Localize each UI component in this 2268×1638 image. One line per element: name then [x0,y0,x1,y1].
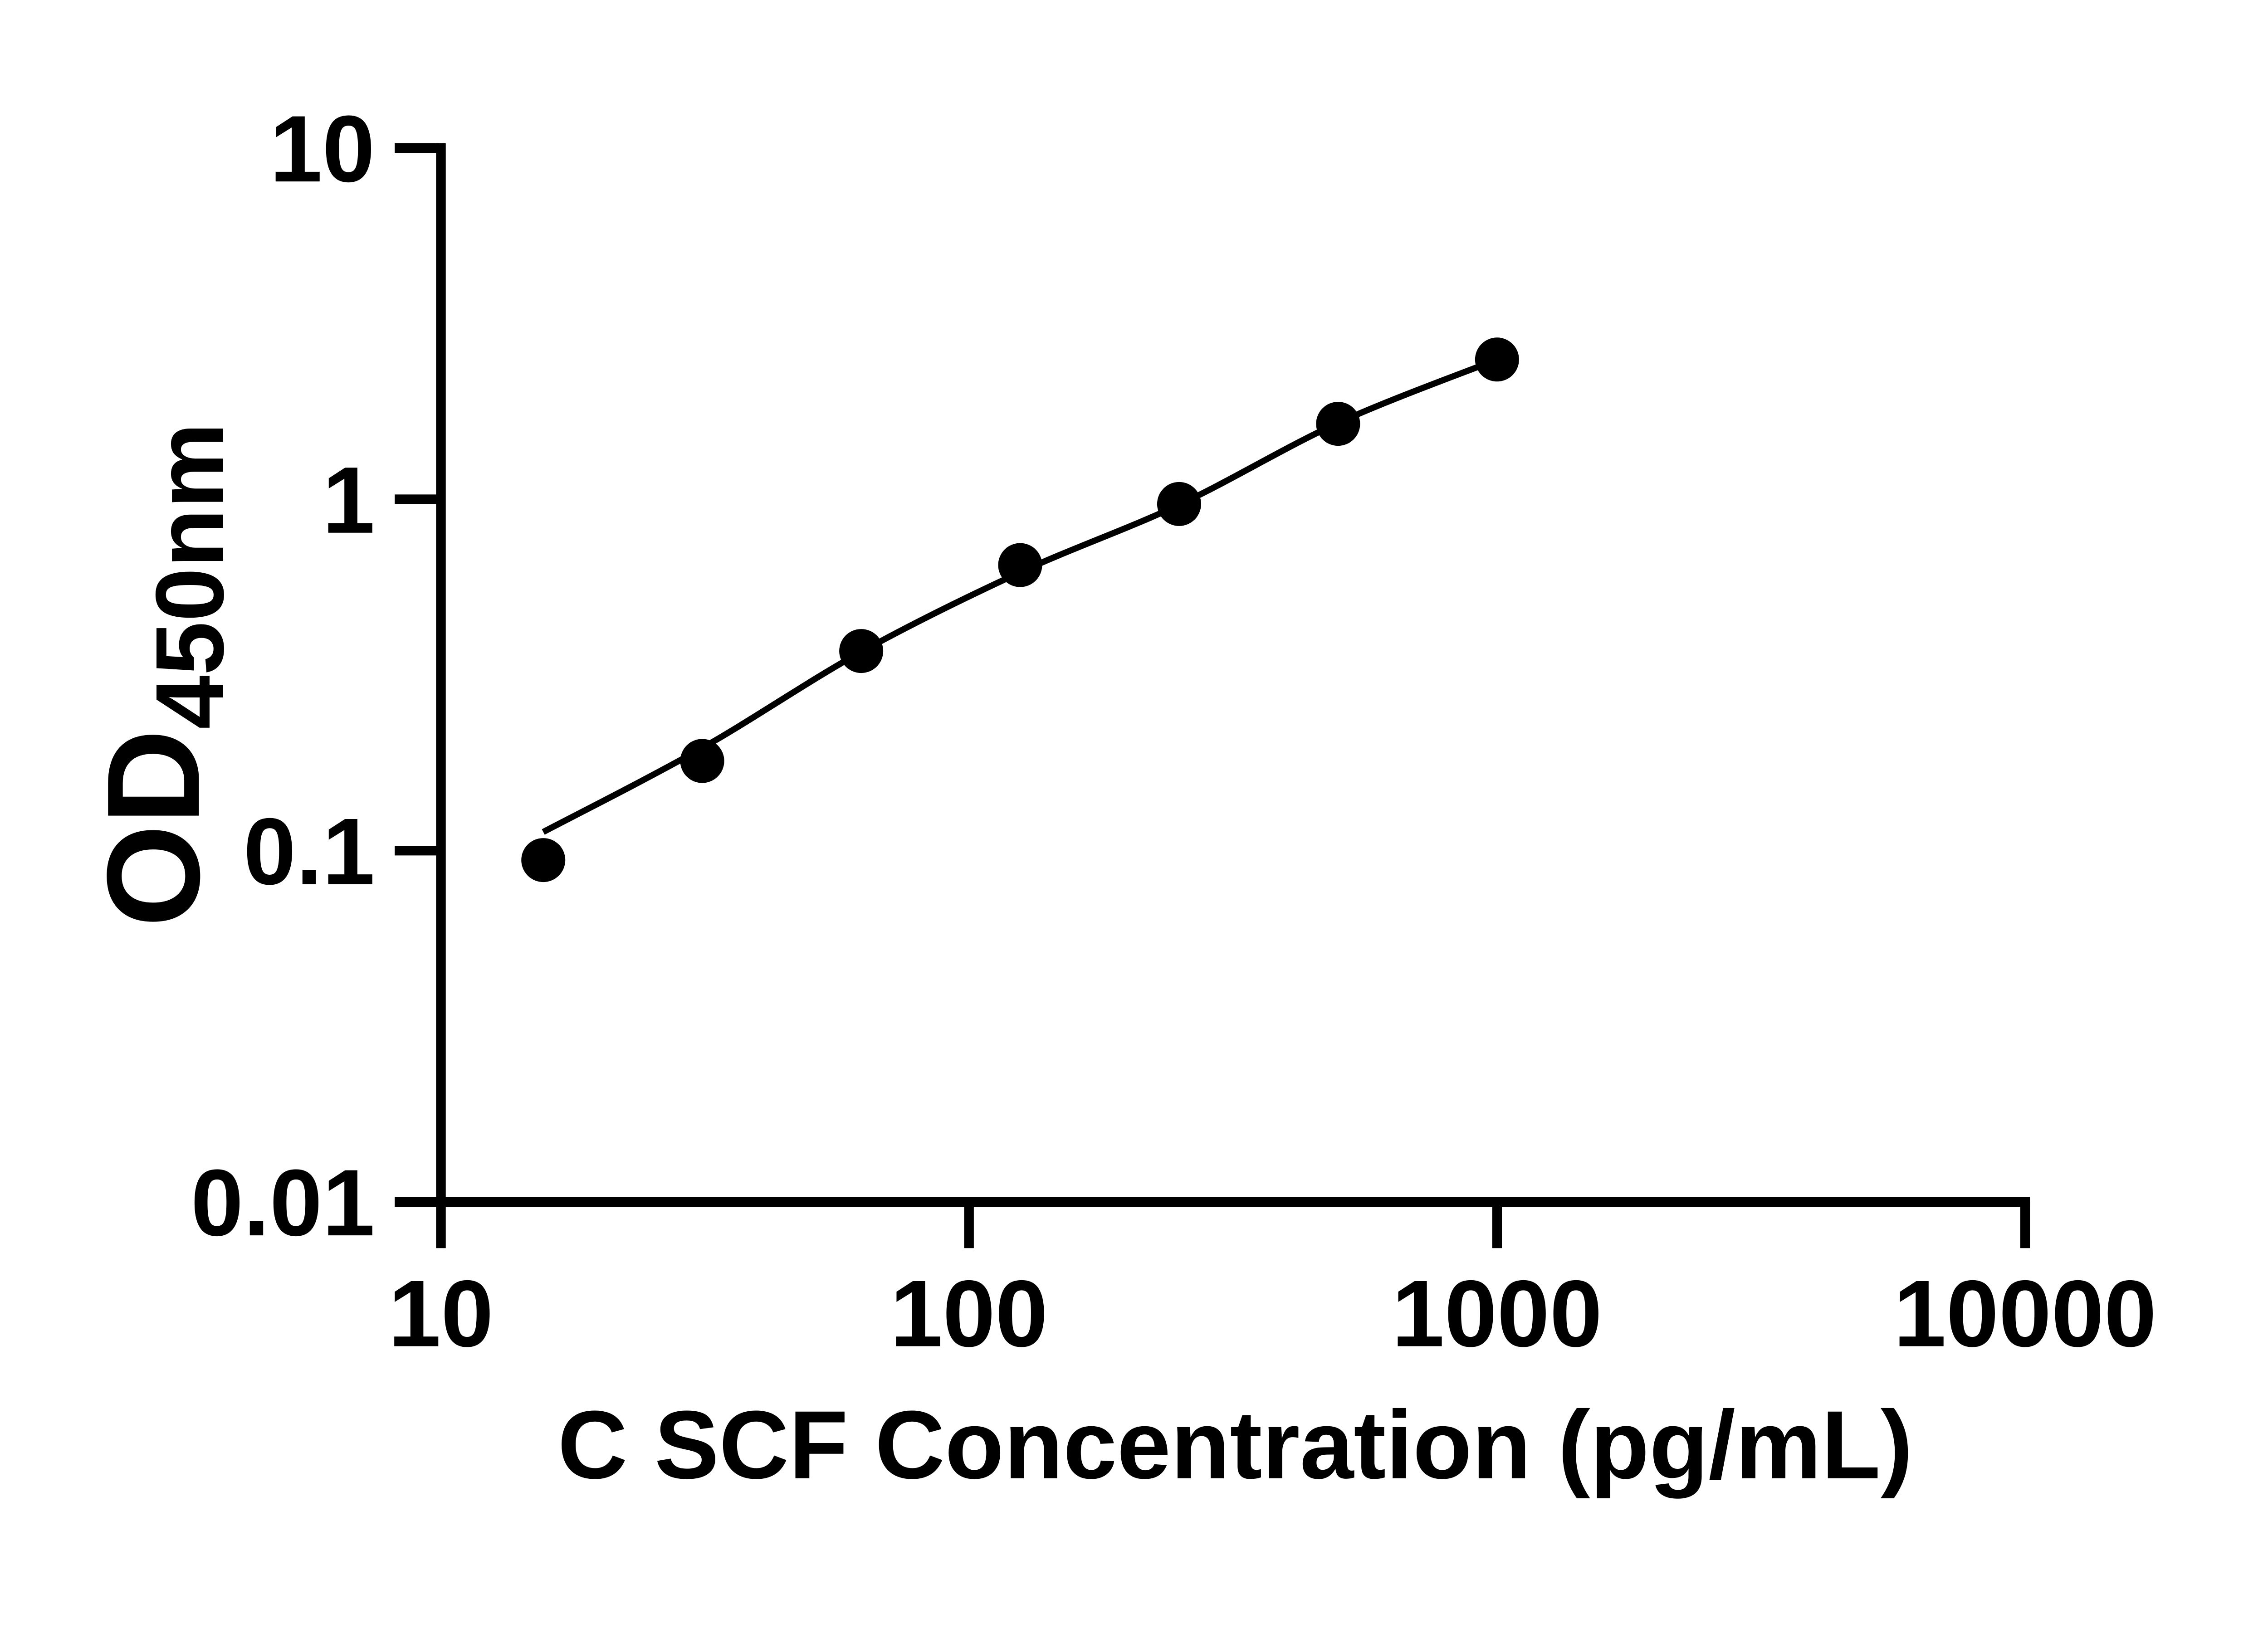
y-tick-label: 1 [323,448,375,553]
data-points-group [521,337,1519,882]
chart-canvas: 10 100 1000 10000 0.01 0.1 1 10 C SCF Concentr… [79,96,2157,1499]
x-tick-label: 1000 [1392,1261,1602,1367]
data-point-marker [998,543,1042,587]
x-ticks-group: 10 100 1000 10000 [388,1202,2157,1367]
y-tick-label: 10 [270,96,375,202]
y-axis-title: OD450nm [80,423,244,927]
data-point-marker [680,739,724,783]
data-point-marker [1316,402,1360,446]
y-axis-title-subscript: 450nm [136,423,244,729]
elisa-standard-curve-figure: 10 100 1000 10000 0.01 0.1 1 10 C SCF Concentr… [79,96,2157,1499]
x-tick-label: 100 [890,1261,1048,1367]
y-axis-title-main: OD [80,729,227,927]
x-axis-title: C SCF Concentration (pg/mL) [557,1391,1912,1499]
data-point-marker [1475,337,1519,382]
data-point-marker [1157,482,1201,526]
x-tick-label: 10000 [1894,1261,2157,1367]
data-point-marker [521,838,566,882]
x-tick-label: 10 [388,1261,494,1367]
data-point-marker [839,629,884,673]
y-tick-label: 0.01 [191,1150,375,1256]
y-ticks-group: 0.01 0.1 1 10 [191,96,441,1256]
axes-group: 10 100 1000 10000 0.01 0.1 1 10 [191,96,2157,1366]
y-tick-label: 0.1 [244,799,375,904]
